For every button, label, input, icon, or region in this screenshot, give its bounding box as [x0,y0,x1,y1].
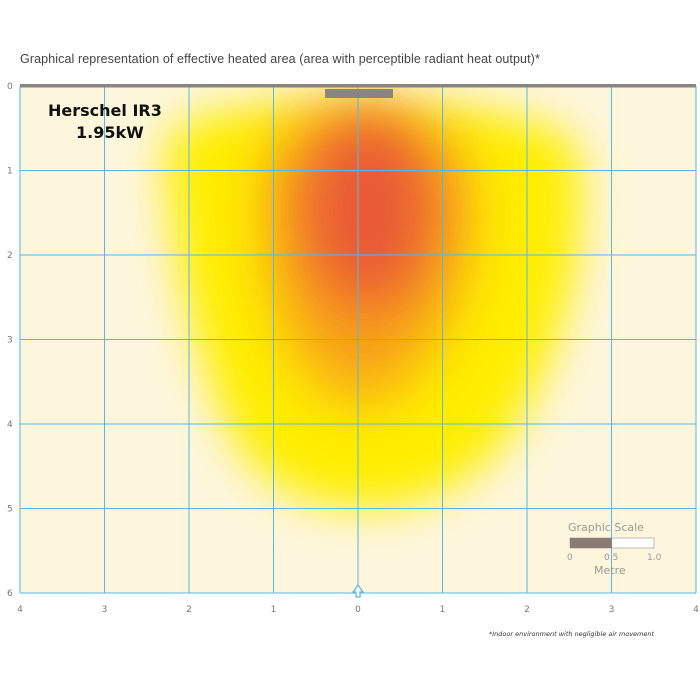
y-tick-label: 3 [7,336,13,346]
grid [19,85,697,594]
scale-tick-1: 1.0 [647,553,662,563]
x-tick-label: 2 [524,605,530,615]
y-tick-label: 6 [7,589,13,599]
x-tick-label: 1 [271,605,277,615]
x-tick-label: 3 [102,605,108,615]
x-tick-label: 1 [440,605,446,615]
scale-bar-fill [570,538,612,548]
y-tick-label: 4 [7,420,13,430]
y-axis-ticks: 0 1 2 3 4 5 6 [7,82,13,599]
chart-title: Graphical representation of effective he… [20,52,540,66]
scale-unit: Metre [594,564,626,577]
y-tick-label: 0 [7,82,13,92]
footnote: *Indoor environment with negligible air … [489,630,654,638]
y-tick-label: 2 [7,251,13,261]
heat-zone-core [306,115,430,305]
scale-title: Graphic Scale [568,521,644,534]
x-tick-label: 4 [693,605,699,615]
x-axis-ticks: 4 3 2 1 0 1 2 3 4 [17,605,699,615]
x-tick-label: 2 [186,605,192,615]
graphic-scale: Graphic Scale 0 0.5 1.0 Metre [567,521,662,577]
origin-arrow-icon [351,583,365,598]
scale-tick-05: 0.5 [604,553,618,563]
x-tick-label: 4 [17,605,23,615]
heater-panel [325,89,393,98]
product-name: Herschel IR3 [48,101,162,120]
scale-tick-0: 0 [567,553,573,563]
y-tick-label: 5 [7,505,13,515]
x-tick-label: 0 [355,605,361,615]
ceiling-bar [20,84,696,88]
y-tick-label: 1 [7,167,13,177]
heat-zone [164,104,582,509]
product-power: 1.95kW [76,123,144,142]
x-tick-label: 3 [609,605,615,615]
